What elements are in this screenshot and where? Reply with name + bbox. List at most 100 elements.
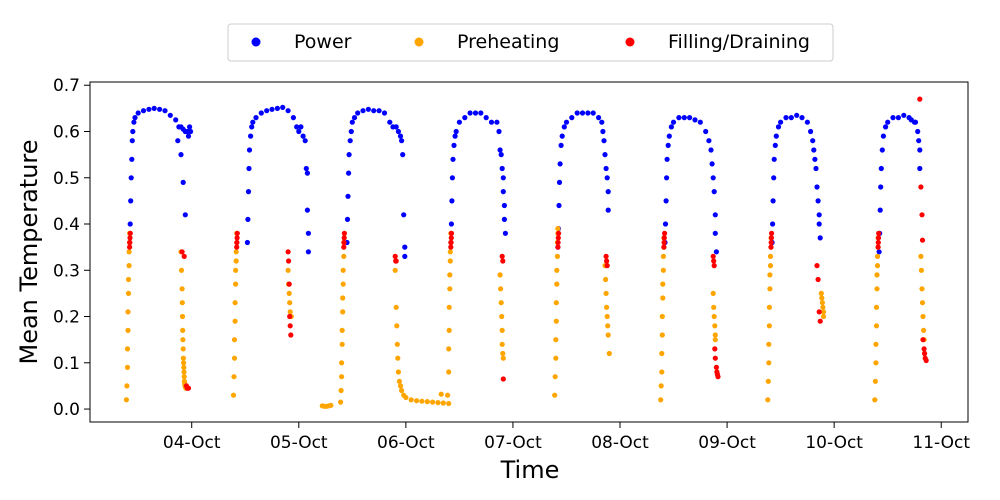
point-filling-draining-22 — [341, 230, 347, 236]
point-power-175 — [876, 249, 882, 255]
legend-label-filling-draining: Filling/Draining — [668, 31, 810, 53]
point-power-181 — [880, 133, 887, 139]
point-power-156 — [772, 142, 778, 148]
point-filling-draining-40 — [661, 244, 667, 250]
point-power-41 — [274, 105, 280, 111]
point-preheating-110 — [553, 300, 559, 306]
legend-frame — [227, 23, 834, 62]
x-tick-label-2: 06-Oct — [377, 433, 435, 453]
point-power-95 — [494, 119, 500, 125]
point-power-87 — [453, 128, 459, 135]
point-preheating-98 — [498, 286, 504, 292]
point-preheating-174 — [918, 267, 925, 273]
y-tick-label-6: 0.6 — [53, 122, 80, 142]
point-preheating-58 — [339, 341, 345, 347]
point-power-67 — [371, 108, 377, 114]
point-preheating-121 — [604, 313, 610, 320]
point-power-3 — [128, 175, 134, 181]
point-filling-draining-71 — [922, 350, 928, 357]
point-power-27 — [180, 179, 186, 185]
point-filling-draining-41 — [661, 239, 667, 246]
point-preheating-92 — [447, 272, 453, 278]
point-preheating-68 — [394, 323, 400, 329]
point-preheating-54 — [338, 399, 344, 405]
point-preheating-149 — [767, 286, 773, 292]
point-preheating-6 — [125, 290, 132, 296]
point-preheating-134 — [660, 253, 667, 259]
point-power-36 — [250, 119, 256, 125]
point-power-42 — [280, 104, 286, 110]
point-filling-draining-57 — [814, 263, 820, 269]
point-preheating-1 — [124, 383, 130, 389]
point-power-39 — [264, 108, 270, 114]
point-filling-draining-29 — [448, 230, 455, 236]
point-power-54 — [305, 249, 311, 255]
point-filling-draining-34 — [555, 239, 561, 246]
point-filling-draining-23 — [392, 253, 398, 259]
x-tick-label-4: 08-Oct — [591, 433, 649, 453]
point-preheating-64 — [341, 253, 347, 259]
point-power-70 — [387, 119, 393, 125]
point-filling-draining-47 — [712, 346, 718, 352]
point-power-74 — [397, 133, 404, 139]
point-power-146 — [710, 175, 716, 181]
point-preheating-127 — [659, 369, 665, 375]
data-points — [123, 96, 929, 409]
point-power-166 — [810, 138, 816, 144]
point-filling-draining-10 — [234, 239, 240, 246]
y-tick-label-4: 0.4 — [53, 215, 80, 235]
point-preheating-33 — [231, 355, 238, 361]
point-power-8 — [132, 115, 138, 121]
point-power-50 — [303, 165, 309, 172]
point-power-125 — [604, 175, 610, 181]
point-power-133 — [665, 142, 671, 148]
legend-marker-preheating — [414, 37, 424, 47]
point-power-120 — [599, 119, 605, 125]
point-power-10 — [140, 108, 147, 114]
point-power-138 — [681, 115, 687, 121]
point-preheating-123 — [605, 332, 611, 338]
point-preheating-155 — [818, 290, 824, 296]
point-power-30 — [245, 216, 251, 222]
point-power-109 — [557, 161, 563, 167]
point-preheating-150 — [767, 272, 773, 278]
point-power-11 — [146, 106, 152, 112]
point-power-38 — [258, 110, 264, 116]
point-power-118 — [590, 110, 596, 116]
y-tick-label-1: 0.1 — [53, 354, 80, 374]
point-preheating-20 — [180, 355, 186, 361]
point-power-111 — [559, 133, 565, 139]
point-power-24 — [188, 128, 194, 135]
x-tick-label-1: 05-Oct — [270, 433, 328, 453]
point-power-163 — [799, 115, 805, 121]
point-power-115 — [574, 110, 580, 116]
point-preheating-151 — [767, 263, 774, 269]
point-power-135 — [668, 124, 675, 130]
point-power-96 — [496, 128, 502, 135]
point-preheating-163 — [873, 360, 879, 366]
point-filling-draining-11 — [234, 235, 240, 241]
point-preheating-97 — [497, 272, 503, 278]
point-preheating-40 — [233, 249, 239, 255]
point-preheating-106 — [552, 374, 558, 380]
point-power-108 — [556, 179, 563, 185]
point-preheating-160 — [820, 313, 827, 320]
point-power-121 — [600, 128, 606, 135]
point-power-141 — [697, 119, 703, 125]
point-power-117 — [585, 110, 591, 116]
point-filling-draining-42 — [661, 235, 667, 241]
point-preheating-69 — [394, 341, 400, 347]
plot-area-frame — [89, 81, 969, 423]
point-power-5 — [129, 138, 135, 144]
point-power-47 — [298, 124, 304, 130]
point-power-33 — [246, 147, 253, 153]
point-power-23 — [187, 124, 193, 130]
point-power-2 — [128, 198, 134, 204]
point-preheating-14 — [179, 286, 185, 292]
point-power-186 — [901, 112, 907, 118]
point-power-103 — [501, 216, 507, 222]
point-power-35 — [249, 124, 255, 130]
point-filling-draining-2 — [127, 235, 133, 241]
point-preheating-21 — [181, 360, 187, 366]
